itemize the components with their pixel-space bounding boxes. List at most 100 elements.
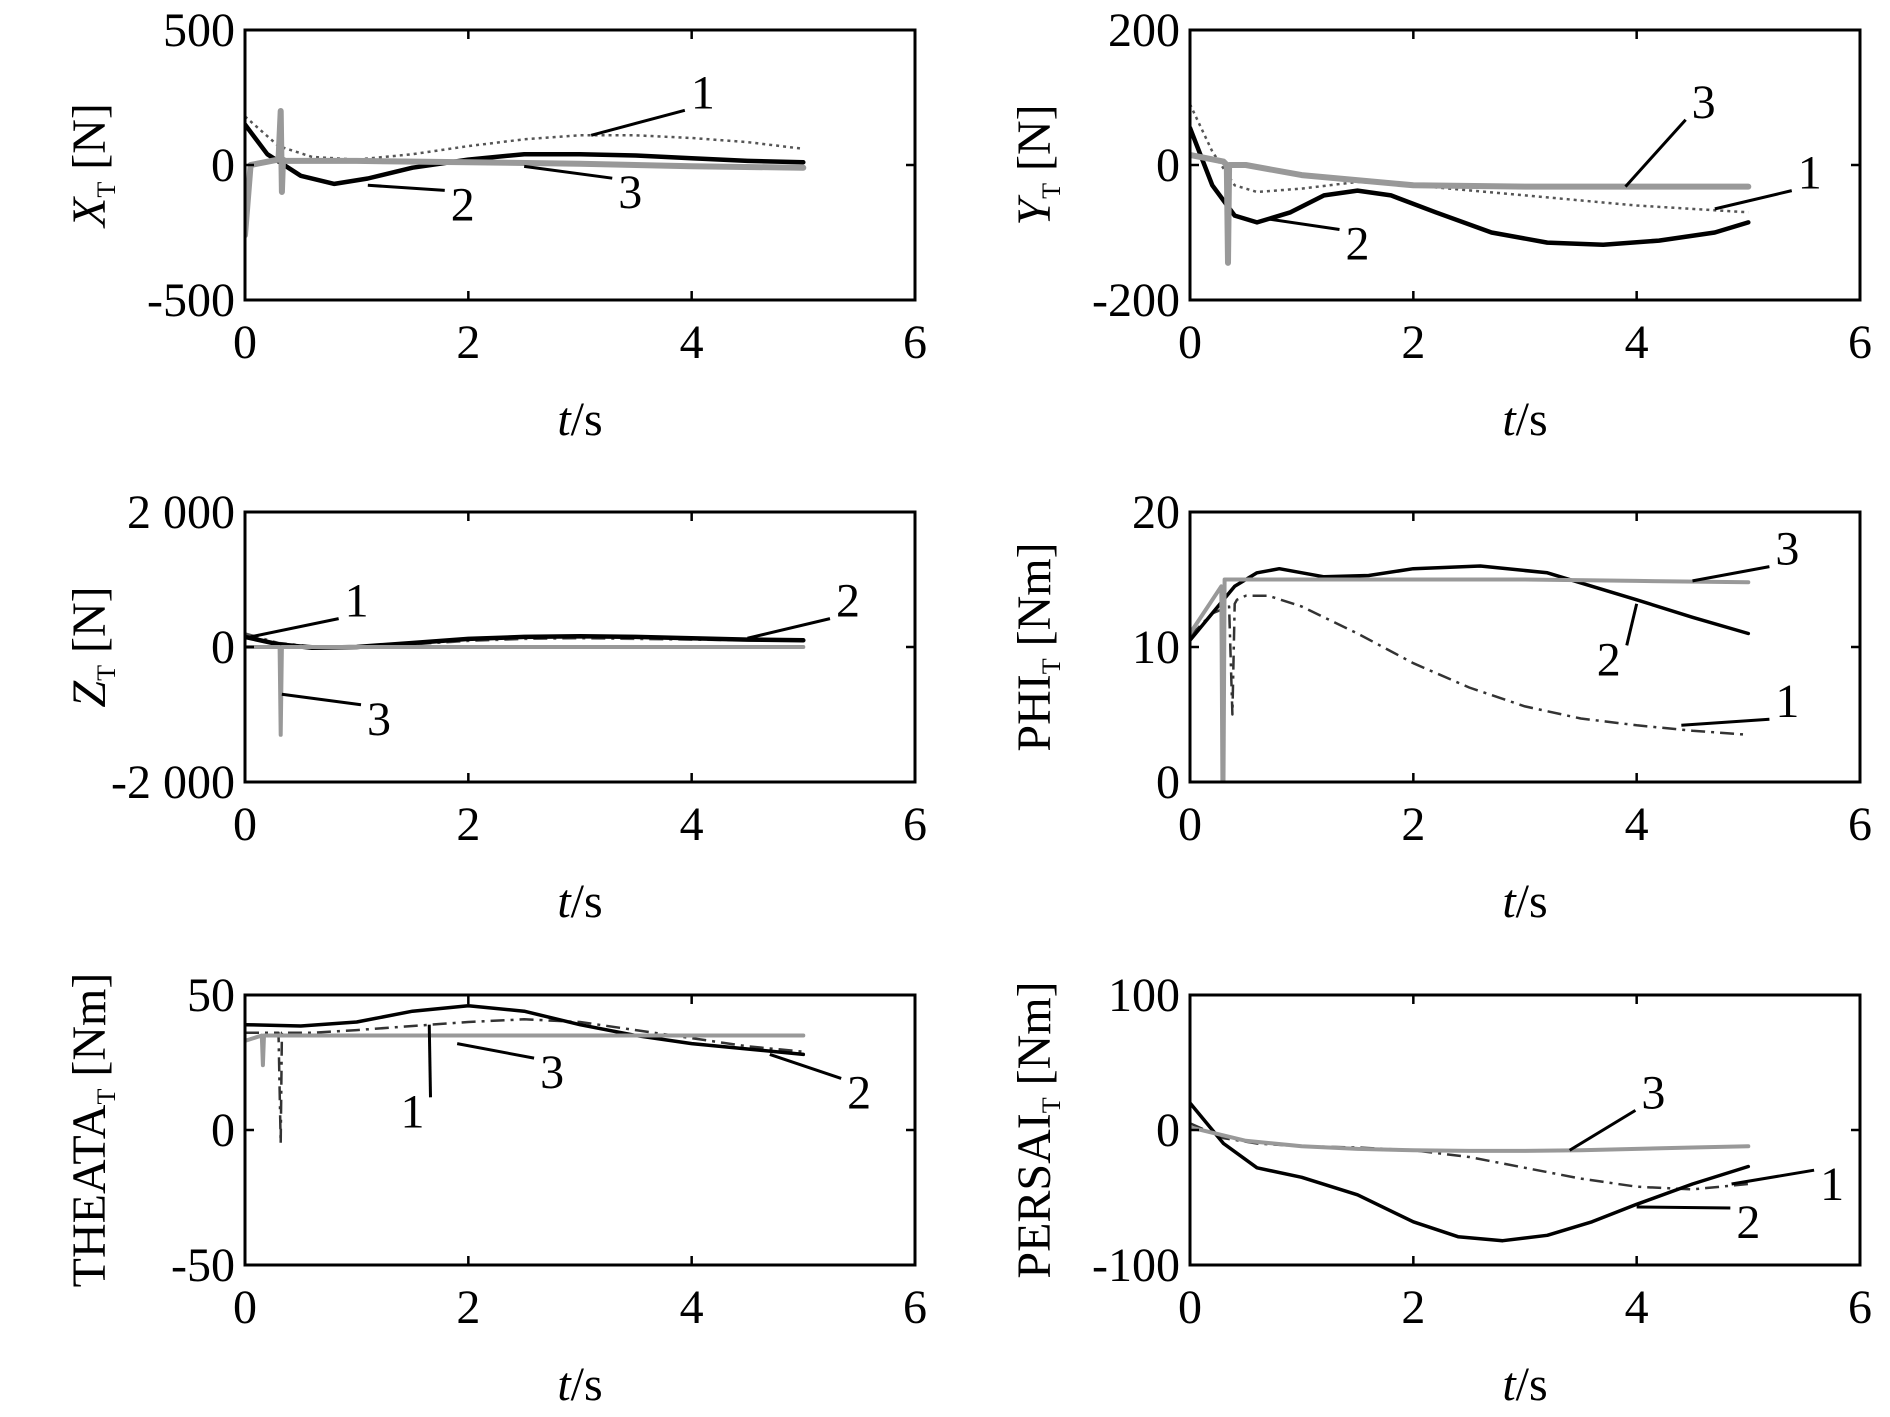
x-tick-label: 2 xyxy=(456,316,480,369)
callout-label-2: 2 xyxy=(451,178,475,231)
x-tick-label: 2 xyxy=(456,1281,480,1334)
callout-leader-3 xyxy=(281,692,362,707)
x-axis-label: t/s xyxy=(557,875,602,928)
y-axis-label-main: Z xyxy=(63,680,116,708)
x-axis-label-unit: /s xyxy=(1516,393,1548,446)
x-tick-label: 6 xyxy=(903,1281,927,1334)
callout-leader-3 xyxy=(456,1042,535,1060)
callout-leader-1 xyxy=(590,108,686,137)
x-tick-label: 0 xyxy=(1178,1281,1202,1334)
axes-frame xyxy=(1188,510,1862,784)
y-axis-label-unit: [Nm] xyxy=(1008,542,1061,658)
x-axis-label-var: t xyxy=(1502,875,1517,928)
series-3-line xyxy=(1190,1125,1751,1153)
x-tick-label: 2 xyxy=(456,798,480,851)
callout-leader-3 xyxy=(1568,1109,1637,1152)
x-axis-label-unit: /s xyxy=(571,1358,603,1411)
callout-leader-2 xyxy=(747,617,831,640)
y-tick-label: 500 xyxy=(163,4,235,57)
y-tick-label: -200 xyxy=(1092,274,1180,327)
series-3-line xyxy=(245,645,806,737)
callout-leader-1 xyxy=(1731,1168,1815,1186)
series-2-line xyxy=(245,122,806,187)
callout-label-1: 1 xyxy=(1798,147,1822,200)
y-axis-label-sub: T xyxy=(1037,658,1066,674)
x-tick-label: 6 xyxy=(1848,316,1872,369)
callout-label-1: 1 xyxy=(345,575,369,628)
y-tick-label: -500 xyxy=(147,274,235,327)
x-tick-label: 0 xyxy=(233,798,257,851)
y-axis-label-sub: T xyxy=(92,665,121,681)
y-tick-label: 10 xyxy=(1132,621,1180,674)
callout-leader-3 xyxy=(1624,118,1687,188)
series-1-line xyxy=(1190,594,1749,737)
y-axis-label-sub: T xyxy=(92,182,121,198)
series-3-line xyxy=(245,108,807,239)
x-tick-label: 4 xyxy=(1625,316,1649,369)
y-axis-label-sub: T xyxy=(1037,183,1066,199)
x-tick-label: 4 xyxy=(1625,1281,1649,1334)
x-tick-label: 6 xyxy=(903,798,927,851)
y-tick-label: -50 xyxy=(171,1239,235,1292)
x-axis-label: t/s xyxy=(557,393,602,446)
x-tick-label: 0 xyxy=(1178,316,1202,369)
callout-leader-1 xyxy=(427,1024,432,1098)
x-axis-label: t/s xyxy=(1502,1358,1547,1411)
y-tick-label: 0 xyxy=(1156,756,1180,809)
x-tick-label: 0 xyxy=(233,316,257,369)
x-tick-label: 2 xyxy=(1401,316,1425,369)
x-tick-label: 6 xyxy=(1848,798,1872,851)
series-3-line xyxy=(245,1033,806,1068)
y-axis-label-unit: [N] xyxy=(1008,104,1061,183)
y-tick-label: 0 xyxy=(1156,139,1180,192)
y-axis-label-main: X xyxy=(63,196,116,229)
y-axis-label-unit: [N] xyxy=(63,586,116,665)
callout-label-2: 2 xyxy=(1597,633,1621,686)
x-axis-label-unit: /s xyxy=(571,875,603,928)
y-axis-label-main: THEATA xyxy=(63,1104,116,1287)
y-axis-label-sub: T xyxy=(92,1089,121,1105)
x-tick-label: 4 xyxy=(680,1281,704,1334)
x-axis-label-unit: /s xyxy=(1516,1358,1548,1411)
callout-leader-3 xyxy=(1692,565,1770,583)
y-axis-label-unit: [Nm] xyxy=(1008,981,1061,1097)
callout-label-3: 3 xyxy=(540,1046,564,1099)
y-tick-label: 0 xyxy=(1156,1104,1180,1157)
y-tick-label: 100 xyxy=(1108,969,1180,1022)
x-axis-label: t/s xyxy=(557,1358,602,1411)
x-tick-label: 0 xyxy=(1178,798,1202,851)
callout-label-1: 1 xyxy=(1820,1158,1844,1211)
series-1-line xyxy=(1190,1122,1749,1191)
callout-leader-1 xyxy=(1681,717,1770,727)
axes-frame xyxy=(1188,28,1862,302)
callout-label-2: 2 xyxy=(1346,218,1370,271)
x-tick-label: 0 xyxy=(233,1281,257,1334)
series-3-line xyxy=(1190,151,1752,266)
x-tick-label: 6 xyxy=(903,316,927,369)
x-axis-label-var: t xyxy=(557,875,572,928)
y-tick-label: 20 xyxy=(1132,486,1180,539)
y-tick-label: -100 xyxy=(1092,1239,1180,1292)
callout-leader-1 xyxy=(250,617,339,639)
x-tick-label: 6 xyxy=(1848,1281,1872,1334)
x-axis-label-var: t xyxy=(1502,1358,1517,1411)
y-tick-label: 50 xyxy=(187,969,235,1022)
x-axis-label-var: t xyxy=(1502,393,1517,446)
x-axis-label: t/s xyxy=(1502,875,1547,928)
callout-leader-3 xyxy=(523,164,613,180)
callout-label-3: 3 xyxy=(1641,1066,1665,1119)
y-tick-label: 2 000 xyxy=(127,486,235,539)
callout-label-2: 2 xyxy=(847,1066,871,1119)
x-tick-label: 2 xyxy=(1401,798,1425,851)
series-1-line xyxy=(245,1018,804,1145)
y-tick-label: 0 xyxy=(211,139,235,192)
callout-label-2: 2 xyxy=(1736,1196,1760,1249)
y-tick-label: 0 xyxy=(211,621,235,674)
x-axis-label-unit: /s xyxy=(571,393,603,446)
callout-leader-2 xyxy=(1636,1205,1731,1210)
